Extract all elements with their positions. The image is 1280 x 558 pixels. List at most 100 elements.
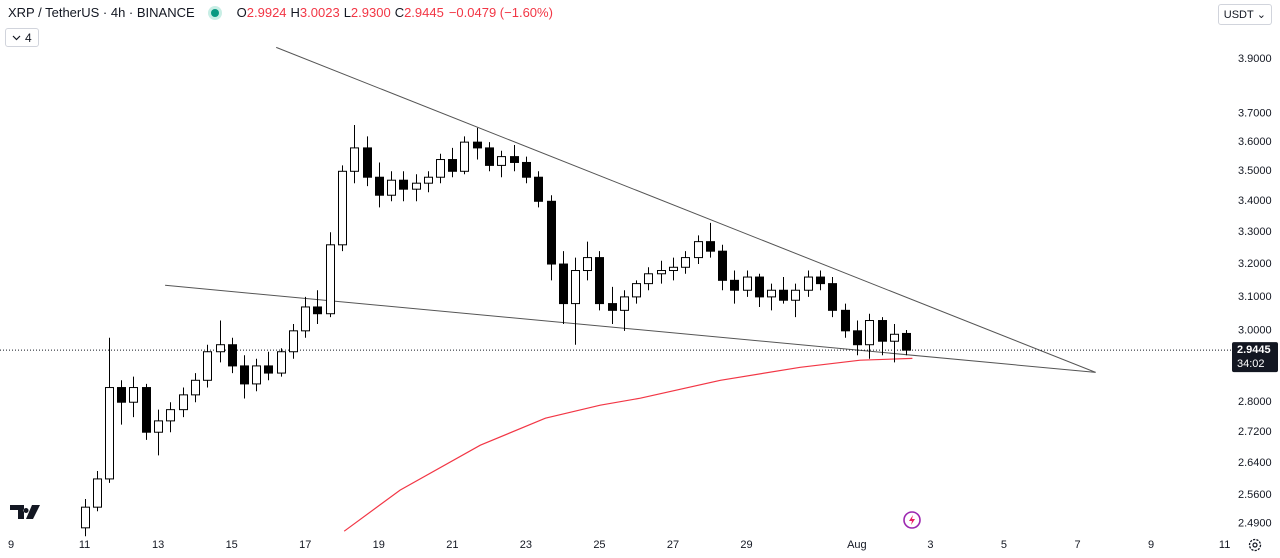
market-status: [210, 8, 219, 17]
candle-body: [878, 320, 887, 342]
ohlc-key: O: [236, 5, 247, 20]
candle-body: [105, 387, 114, 480]
ohlc-key: H: [290, 5, 300, 20]
symbol-title[interactable]: XRP / TetherUS · 4h · BINANCE: [8, 5, 195, 20]
candle-body: [203, 351, 212, 381]
candle-body: [436, 159, 445, 178]
x-tick-label: 23: [520, 539, 532, 551]
candle-body: [755, 276, 764, 298]
currency-button[interactable]: USDT ⌄: [1217, 4, 1272, 25]
tradingview-logo: [10, 505, 40, 519]
candle-body: [350, 147, 359, 172]
y-tick-label: 2.7200: [1238, 426, 1272, 438]
candle-body: [595, 257, 604, 305]
x-tick-label: 13: [152, 539, 164, 551]
x-tick-label: 11: [79, 539, 90, 551]
y-tick-label: 3.7000: [1238, 108, 1272, 120]
candle-body: [240, 365, 249, 385]
candle-body: [841, 309, 850, 332]
candle-body: [412, 182, 421, 190]
candle-body: [473, 141, 482, 149]
x-tick-label: 27: [667, 539, 679, 551]
settings-icon[interactable]: [1248, 538, 1262, 552]
candle-body: [448, 159, 457, 172]
ohlc-key: L: [343, 5, 351, 20]
candle-body: [252, 365, 261, 385]
candle-body: [779, 289, 788, 301]
candle-body: [706, 241, 715, 252]
ohlc-key: C: [394, 5, 405, 20]
y-tick-label: 3.5000: [1238, 165, 1272, 177]
candle-body: [179, 394, 188, 411]
candle-body: [743, 276, 752, 291]
candle-body: [228, 344, 237, 367]
y-tick-label: 3.9000: [1238, 53, 1272, 65]
candle-body: [620, 296, 629, 311]
candle-body: [129, 387, 138, 403]
candle-body: [828, 283, 837, 311]
y-tick-label: 3.6000: [1238, 136, 1272, 148]
candle-body: [460, 141, 469, 172]
alert-icon: [903, 511, 921, 529]
ohlc-value: 2.9300: [350, 5, 391, 20]
candle-body: [264, 365, 273, 374]
candle-body: [583, 257, 592, 272]
symbol-header: XRP / TetherUS · 4h · BINANCE O2.9924 H3.…: [8, 5, 553, 20]
candle-body: [510, 156, 519, 163]
candle-body: [816, 276, 825, 285]
candle-body: [497, 156, 506, 166]
candle-body: [571, 270, 580, 305]
x-tick-label: 25: [593, 539, 605, 551]
candle-body: [154, 420, 163, 433]
candle-body: [608, 303, 617, 311]
x-tick-label: 17: [299, 539, 311, 551]
chevron-icon: [12, 35, 21, 40]
x-tick-label: 3: [927, 539, 933, 551]
candle-body: [375, 176, 384, 196]
indicators-toggle[interactable]: 4: [5, 28, 39, 47]
ohlc-value: 2.9924: [246, 5, 287, 20]
candle-body: [81, 506, 90, 529]
candle-body: [166, 409, 175, 422]
y-tick-label: 3.0000: [1238, 325, 1272, 337]
candle-body: [890, 333, 899, 342]
ohlc-value: 2.9445: [404, 5, 444, 20]
x-tick-label: 11: [1219, 539, 1230, 551]
candle-body: [301, 306, 310, 332]
candle-body: [865, 320, 874, 346]
y-tick-label: 2.4900: [1238, 518, 1272, 530]
y-tick-label: 2.8000: [1238, 396, 1272, 408]
y-tick-label: 2.5600: [1238, 489, 1272, 501]
candle-body: [93, 478, 102, 508]
gear-inner: [1252, 542, 1258, 548]
candle-body: [644, 273, 653, 285]
candle-body: [191, 379, 200, 396]
gear-outer: [1248, 538, 1262, 552]
candle-body: [277, 351, 286, 374]
price-change: −0.0479 (−1.60%): [448, 5, 553, 20]
ohlc-value: 3.0023: [299, 5, 340, 20]
candle-body: [522, 161, 531, 178]
ohlc-values: O2.9924 H3.0023 L2.9300 C2.9445: [233, 5, 444, 20]
candle-body: [485, 147, 494, 166]
candle-body: [387, 179, 396, 196]
currency: USDT: [1223, 8, 1254, 21]
candle-body: [632, 283, 641, 298]
y-tick-label: 3.3000: [1238, 226, 1272, 238]
x-tick-label: 7: [1074, 539, 1080, 551]
candle-body: [313, 306, 322, 315]
candle-body: [424, 176, 433, 184]
x-tick-label: 21: [446, 539, 458, 551]
candle-body: [657, 270, 666, 275]
candle-body: [326, 244, 335, 315]
x-tick-label: 19: [373, 539, 385, 551]
candle-body: [142, 387, 151, 433]
candle-body: [669, 266, 678, 272]
y-tick-label: 3.4000: [1238, 195, 1272, 207]
moving-average: [343, 357, 913, 532]
candle-body: [718, 250, 727, 281]
x-tick-label: 9: [1148, 539, 1154, 551]
trend-line: [165, 284, 1096, 373]
